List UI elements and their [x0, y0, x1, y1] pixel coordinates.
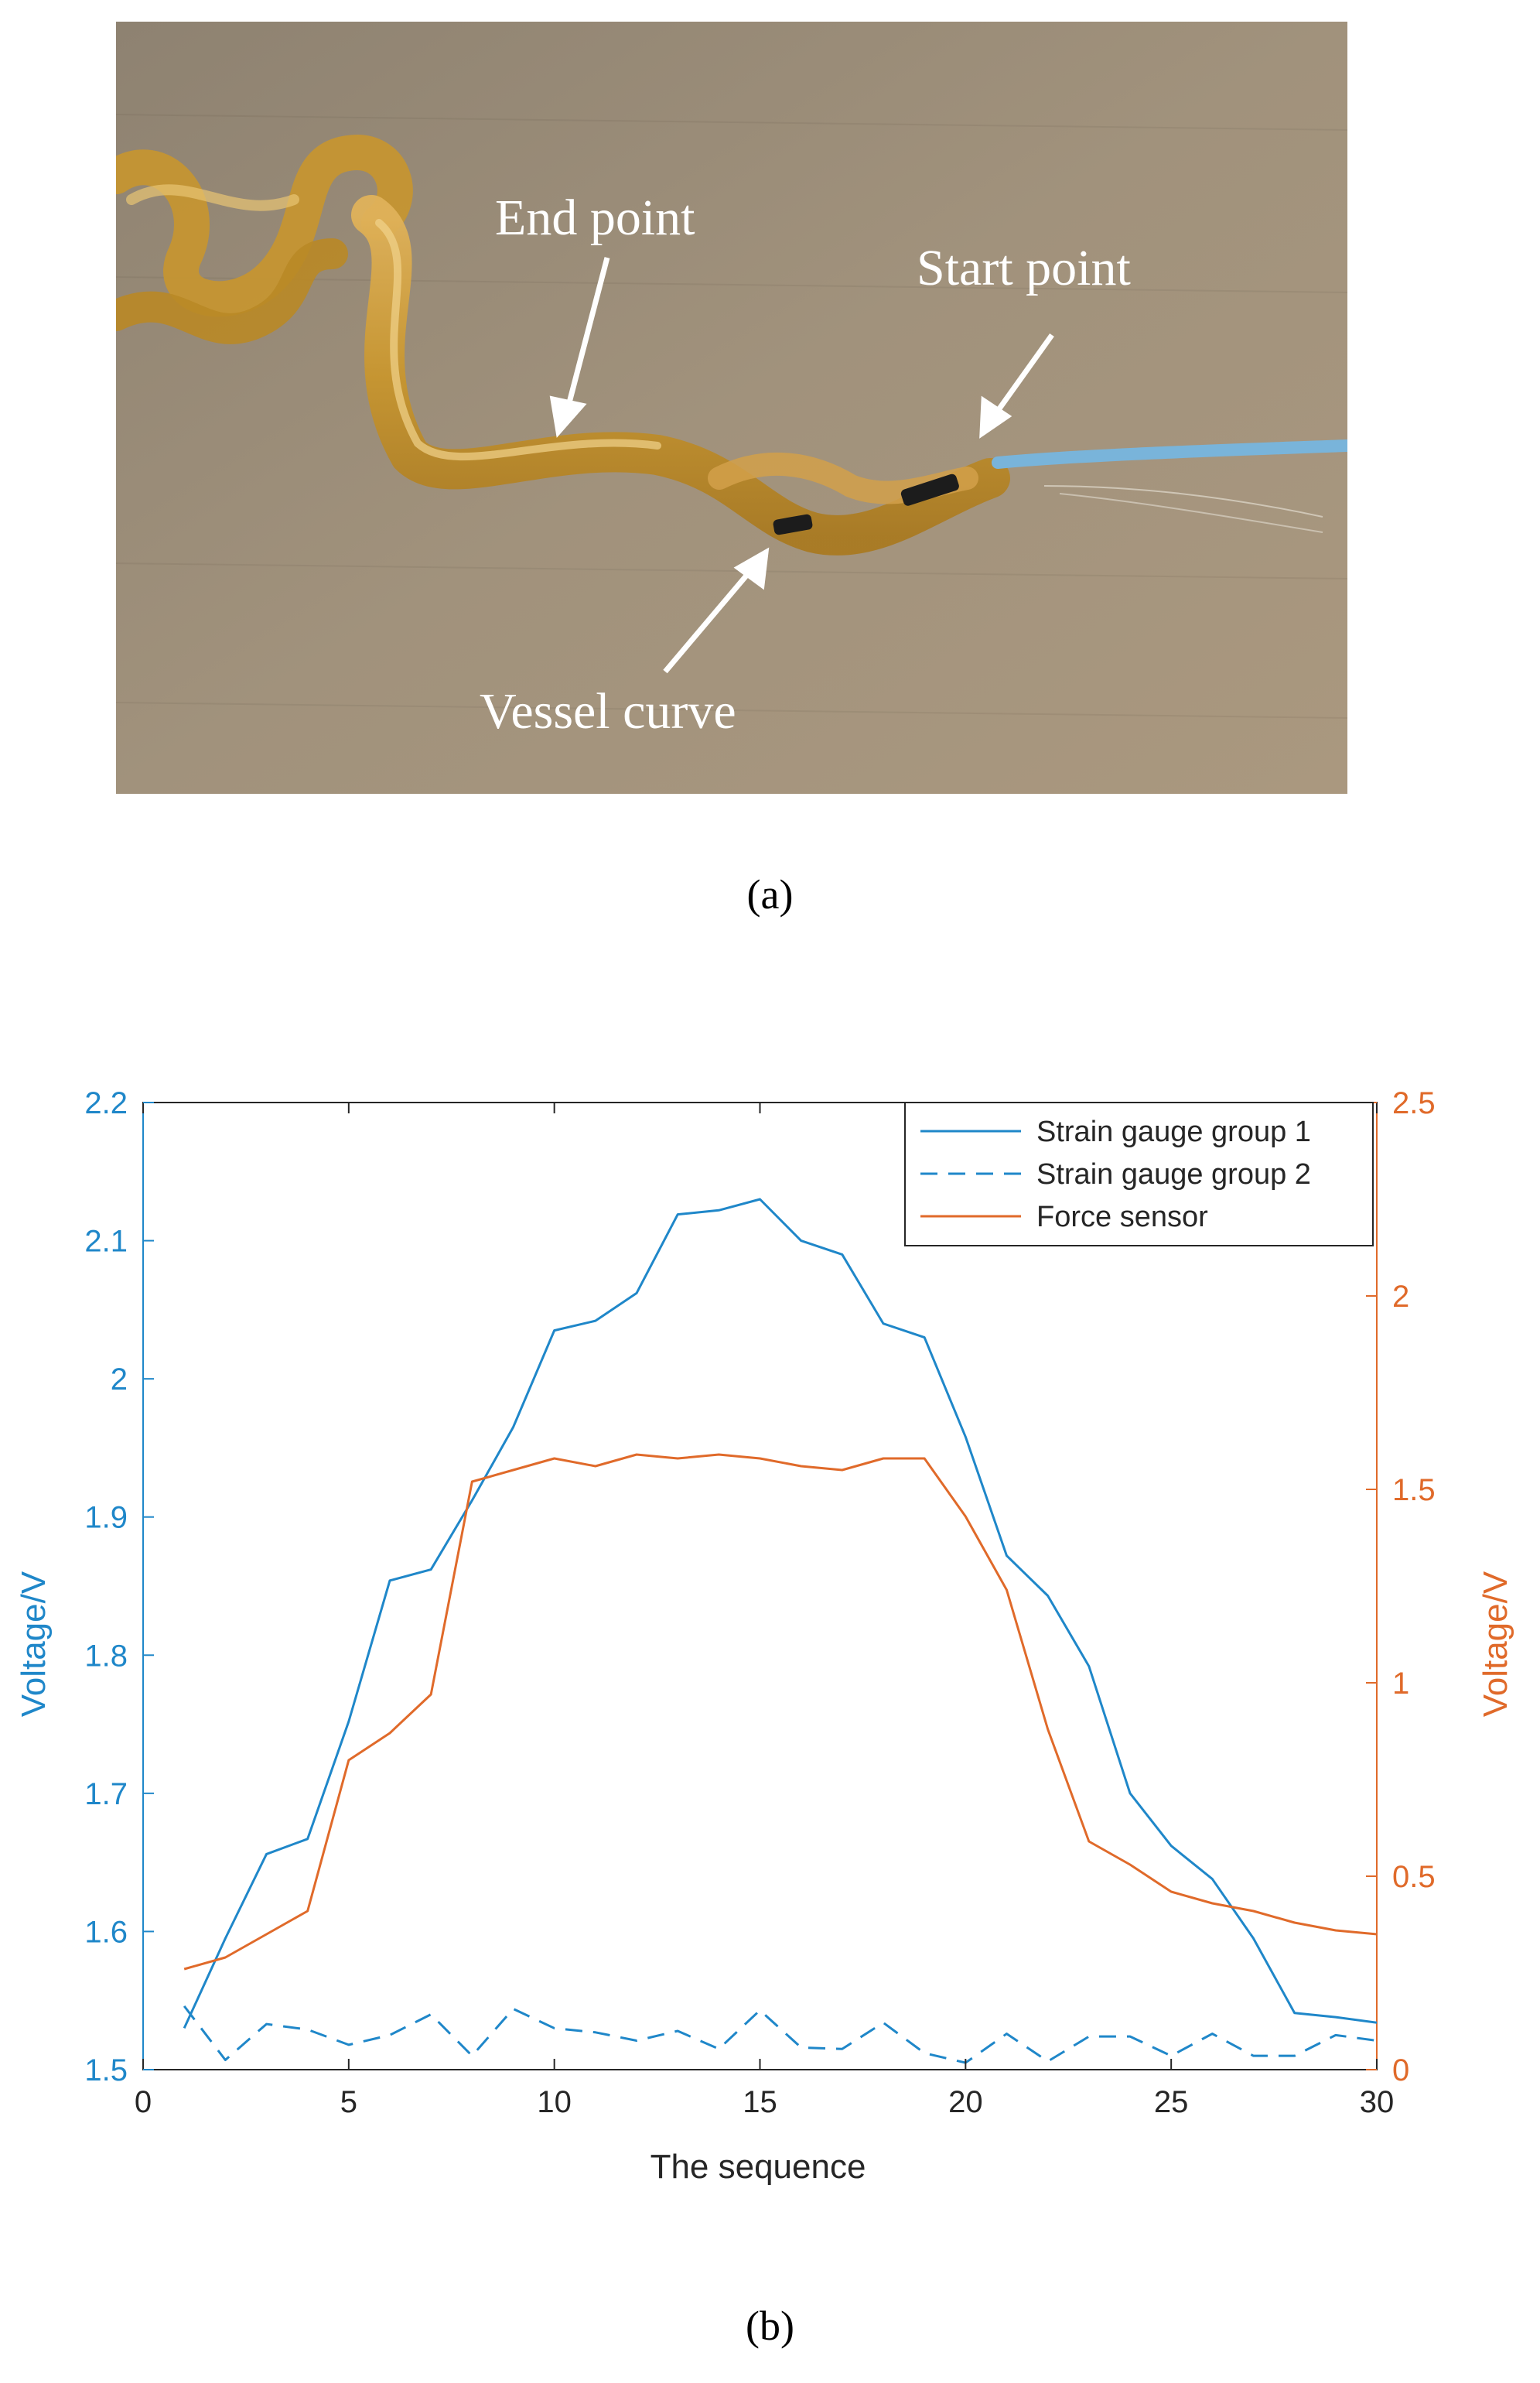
- x-tick-label: 5: [340, 2085, 357, 2119]
- y-left-tick-label: 1.9: [84, 1501, 128, 1535]
- x-axis-label: The sequence: [650, 2148, 866, 2186]
- y-left-tick-label: 2: [111, 1362, 128, 1397]
- catheter: [992, 439, 1347, 469]
- legend-label-strain-2: Strain gauge group 2: [1036, 1158, 1311, 1191]
- end-point-arrow: [565, 257, 610, 409]
- plot-frame: [142, 1102, 1378, 2070]
- y-left-tick-label: 1.5: [84, 2053, 128, 2087]
- y-left-tick-label: 1.8: [84, 1639, 128, 1673]
- legend-label-strain-1: Strain gauge group 1: [1036, 1116, 1311, 1148]
- x-tick-label: 20: [948, 2085, 983, 2119]
- y-axis-right-label: Voltage/V: [1477, 1571, 1514, 1717]
- y-left-tick-label: 1.6: [84, 1915, 128, 1949]
- sensor-marker: [773, 514, 813, 535]
- vessel-curve-arrow: [663, 569, 753, 674]
- y-right-tick-label: 2.5: [1392, 1086, 1436, 1120]
- x-tick-label: 15: [743, 2085, 777, 2119]
- legend-label-force: Force sensor: [1036, 1201, 1208, 1233]
- y-right-tick-label: 1: [1392, 1667, 1409, 1701]
- y-right-tick-label: 1.5: [1392, 1473, 1436, 1507]
- series-line-strain-gauge-group-2: [183, 2005, 1378, 2064]
- series-line-strain-gauge-group-1: [183, 1198, 1378, 2029]
- series-line-force-sensor: [183, 1453, 1378, 1971]
- photo-background: [116, 22, 1347, 794]
- catheter-vessel-photo: End point Start point Vessel curve: [116, 22, 1347, 794]
- end-point-label: End point: [495, 190, 695, 246]
- x-tick-label: 30: [1360, 2085, 1395, 2119]
- y-right-tick-label: 0.5: [1392, 1860, 1436, 1894]
- legend: Strain gauge group 1 Strain gauge group …: [904, 1102, 1374, 1246]
- voltage-chart: 0 5 10 15 20 25 30 1.5 1.6 1.7 1.8 1.9 2 2.1 2.2 0 0.5 1 1…: [15, 1086, 1514, 2186]
- y-axis-left-label: Voltage/V: [15, 1571, 53, 1717]
- y-left-tick-label: 2.1: [84, 1225, 128, 1259]
- start-point-label: Start point: [917, 240, 1131, 296]
- start-point-arrow: [992, 333, 1054, 419]
- panel-a-label: (a): [746, 871, 794, 918]
- y-left-tick-label: 2.2: [84, 1086, 128, 1120]
- x-tick-label: 0: [135, 2085, 152, 2119]
- x-tick-label: 25: [1154, 2085, 1189, 2119]
- y-left-tick-label: 1.7: [84, 1777, 128, 1811]
- y-right-tick-label: 0: [1392, 2053, 1409, 2087]
- panel-b-label: (b): [746, 2303, 794, 2349]
- x-tick-label: 10: [537, 2085, 572, 2119]
- vessel-curve-label: Vessel curve: [480, 683, 736, 740]
- y-right-tick-label: 2: [1392, 1280, 1409, 1314]
- sensor-marker: [900, 474, 959, 506]
